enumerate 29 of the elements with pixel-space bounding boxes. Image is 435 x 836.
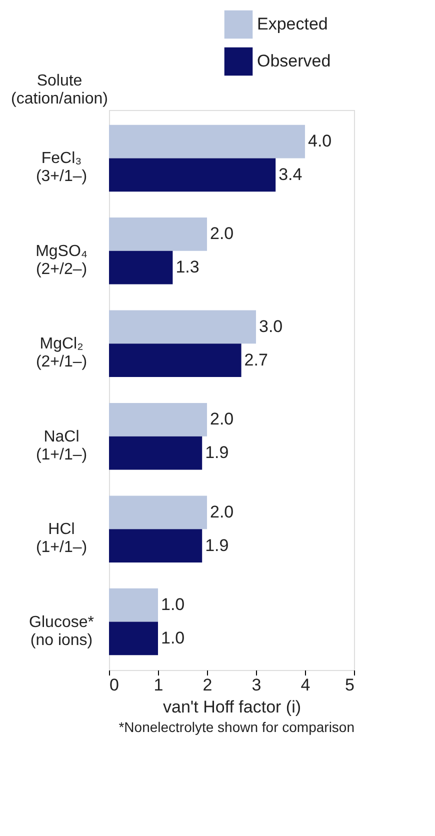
data-label: 1.9 — [205, 443, 229, 462]
data-label: 2.7 — [244, 350, 268, 370]
y-tick-label: NaCl (1+/1–) — [36, 428, 88, 464]
data-label: 4.0 — [308, 132, 332, 151]
y-tick-label: MgSO₄ (2+/2–) — [36, 242, 88, 278]
data-label: 3.0 — [259, 316, 283, 336]
data-label: 3.4 — [278, 164, 302, 184]
y-tick-label: Glucose* (no ions) — [29, 614, 94, 649]
legend-label: Expected — [257, 14, 328, 34]
x-tick-label: 3 — [252, 676, 262, 694]
x-tick-label: 2 — [202, 676, 212, 694]
x-tick-label: 0 — [110, 676, 119, 694]
y-tick-label: HCl (1+/1–) — [36, 521, 88, 556]
data-label: 1.0 — [161, 628, 185, 648]
x-axis-title: van't Hoff factor (i) — [162, 698, 302, 716]
text: *Nonelectrolyte shown for comparison — [118, 719, 354, 735]
y-tick-label: FeCl₃ (3+/1–) — [36, 150, 88, 186]
data-label: 2.0 — [210, 224, 234, 244]
x-tick-label: 5 — [345, 676, 354, 694]
data-label: 2.0 — [210, 410, 234, 429]
x-tick-label: 1 — [154, 676, 164, 694]
y-tick-label: MgCl₂ (2+/1–) — [36, 336, 88, 371]
legend-label: Observed — [257, 52, 331, 70]
data-label: 1.9 — [205, 536, 229, 555]
data-label: 1.0 — [161, 595, 185, 614]
data-label: 2.0 — [210, 502, 234, 522]
x-tick-label: 4 — [300, 676, 310, 694]
data-label: 1.3 — [176, 258, 200, 277]
y-axis-title: Solute (cation/anion) — [11, 72, 108, 108]
